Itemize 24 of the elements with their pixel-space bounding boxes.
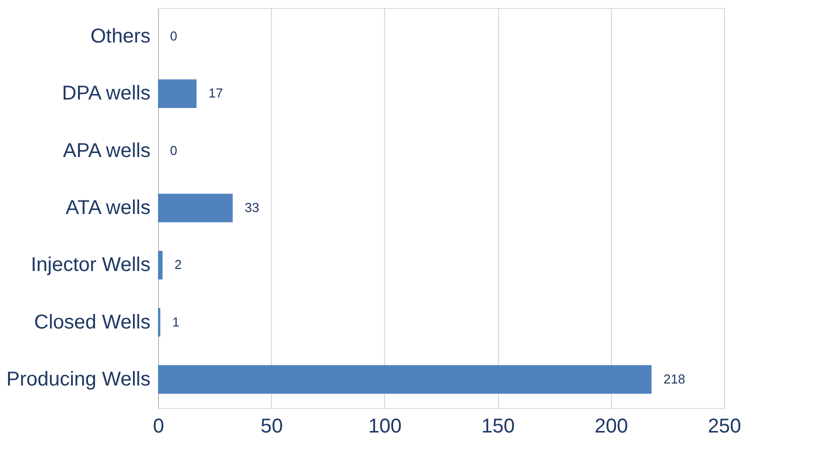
x-tick-label: 150: [481, 416, 515, 438]
x-tick-label: 200: [594, 416, 628, 438]
data-label: 0: [170, 142, 178, 158]
data-label: 17: [208, 86, 223, 101]
data-label: 218: [664, 371, 686, 386]
data-label: 0: [170, 28, 178, 44]
y-tick-label: DPA wells: [62, 82, 150, 105]
x-tick-label: 0: [152, 416, 164, 438]
y-tick-label: Producing Wells: [6, 368, 150, 390]
y-tick-label: Injector Wells: [30, 254, 150, 276]
y-tick-label: APA wells: [63, 140, 150, 162]
x-tick-label: 50: [260, 416, 283, 438]
y-tick-label: Others: [90, 26, 150, 48]
bar: [158, 365, 652, 394]
bar: [158, 194, 233, 222]
bar: [158, 79, 196, 108]
x-tick-label: 250: [708, 416, 742, 438]
data-label: 33: [244, 200, 260, 215]
y-tick-label: Closed Wells: [34, 311, 150, 334]
y-tick-label: ATA wells: [66, 197, 150, 219]
data-label: 2: [174, 257, 182, 272]
data-label: 1: [172, 314, 180, 330]
x-tick-label: 100: [368, 416, 402, 438]
bar: [158, 250, 163, 280]
